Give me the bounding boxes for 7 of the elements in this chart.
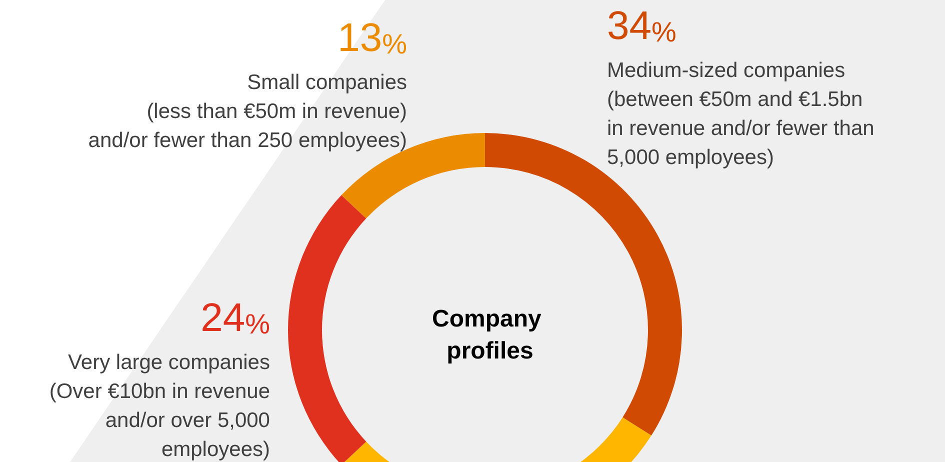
slice-label: Medium-sized companies (between €50m and €1.5bn in revenue and/or fewer than 5,000 employees) xyxy=(607,59,874,169)
slice-label: Small companies (less than €50m in revenue) and/or fewer than 250 employees) xyxy=(88,71,407,152)
slice-label: Very large companies (Over €10bn in revenue and/or over 5,000 employees) xyxy=(49,351,270,461)
data-label: 34% xyxy=(607,4,676,48)
data-label: 24% xyxy=(200,296,270,340)
data-label: 13% xyxy=(338,16,408,60)
text: Company profiles xyxy=(432,306,548,364)
